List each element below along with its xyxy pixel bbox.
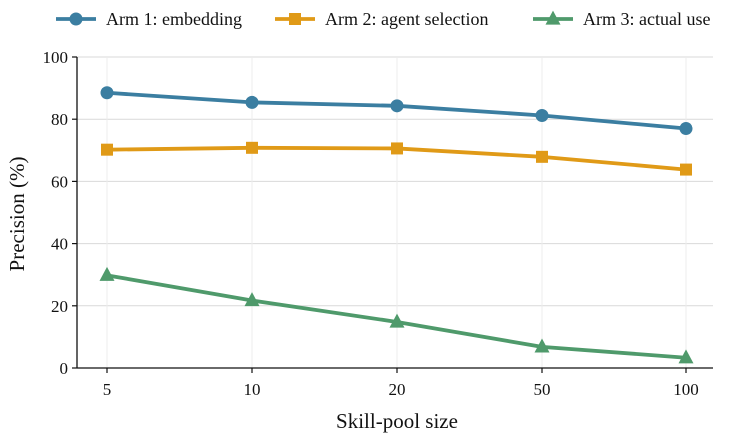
data-point-arm-3 (389, 313, 405, 328)
axes (72, 56, 713, 373)
legend-marker-arm-2 (289, 13, 301, 25)
legend-marker-arm-3 (545, 10, 561, 25)
x-tick-label: 20 (389, 380, 406, 399)
data-point-arm-2 (391, 142, 403, 155)
x-tick-label: 10 (244, 380, 261, 399)
y-tick-label: 60 (51, 172, 68, 191)
tick-labels: 0 20 40 60 80 100 5 10 20 50 100 (43, 48, 699, 399)
data-point-arm-1 (535, 108, 549, 122)
y-tick-label: 40 (51, 235, 68, 254)
y-tick-label: 0 (60, 359, 69, 378)
y-tick-label: 20 (51, 297, 68, 316)
y-tick-label: 80 (51, 110, 68, 129)
data-point-arm-2 (101, 143, 113, 156)
data-point-arm-3 (99, 266, 115, 281)
legend-label-arm-1: Arm 1: embedding (106, 9, 242, 29)
data-point-arm-1 (245, 95, 259, 109)
data-point-arm-1 (679, 122, 693, 136)
series-lines (99, 86, 694, 364)
data-point-arm-2 (680, 163, 692, 176)
data-point-arm-3 (534, 338, 550, 353)
grid (77, 56, 713, 369)
data-point-arm-3 (244, 292, 260, 307)
legend-label-arm-3: Arm 3: actual use (583, 9, 710, 29)
data-point-arm-3 (678, 349, 694, 364)
data-point-arm-1 (100, 86, 114, 100)
data-point-arm-2 (536, 150, 548, 163)
legend-label-arm-2: Arm 2: agent selection (325, 9, 488, 29)
x-axis-title: Skill-pool size (336, 409, 458, 433)
x-tick-label: 5 (103, 380, 112, 399)
x-tick-label: 50 (534, 380, 551, 399)
data-point-arm-2 (246, 141, 258, 154)
y-tick-label: 100 (43, 48, 69, 67)
legend-marker-arm-1 (69, 12, 83, 26)
data-point-arm-1 (390, 99, 404, 113)
y-axis-title: Precision (%) (5, 157, 29, 272)
x-tick-label: 100 (673, 380, 699, 399)
legend: Arm 1: embedding Arm 2: agent selection Ar… (56, 9, 710, 29)
